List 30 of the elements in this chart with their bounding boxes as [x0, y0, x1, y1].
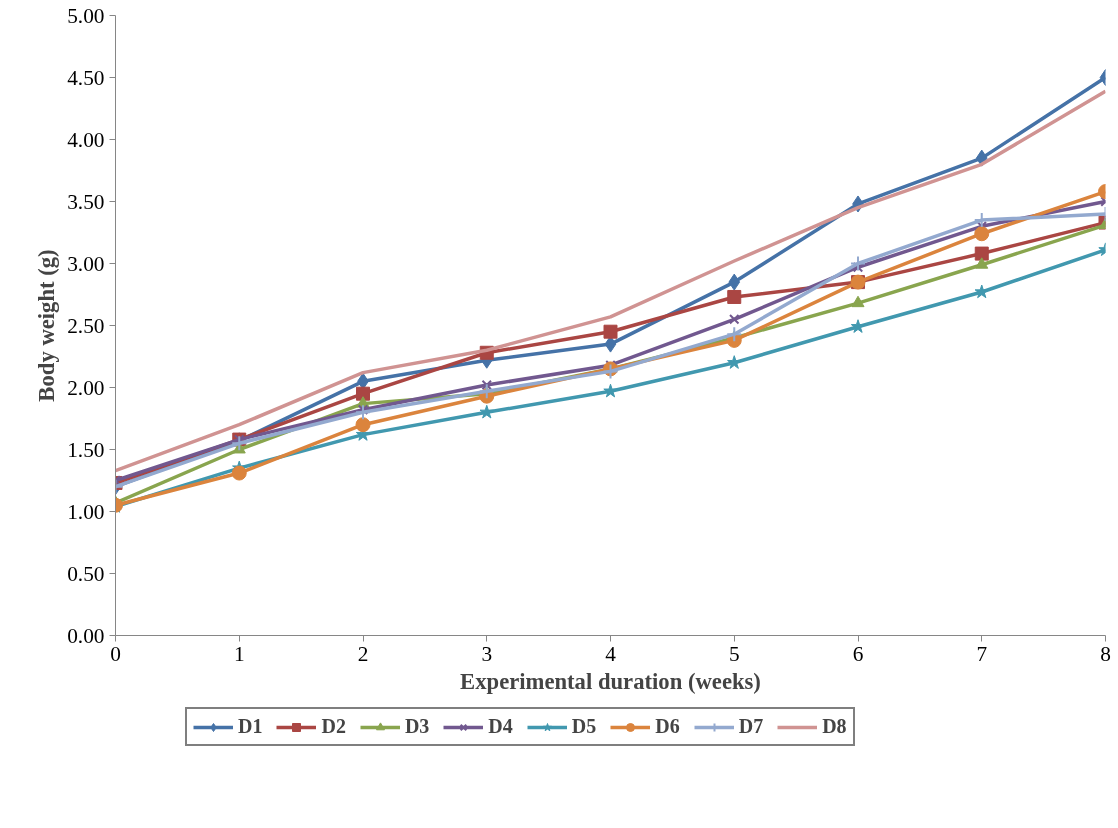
y-tick-label: 2.00	[67, 375, 105, 400]
y-tick-label: 1.50	[67, 437, 105, 462]
x-tick-label: 7	[976, 641, 988, 666]
legend-label: D1	[238, 715, 263, 738]
x-tick-label: 6	[852, 641, 864, 666]
y-tick-label: 4.00	[67, 127, 105, 152]
y-tick-label: 0.50	[67, 561, 105, 586]
x-tick-label: 2	[357, 641, 369, 666]
y-tick-label: 5.00	[67, 3, 105, 28]
legend-label: D7	[738, 715, 764, 738]
x-tick-label: 0	[110, 641, 121, 666]
y-tick-label: 4.50	[67, 65, 105, 90]
y-tick-label: 1.00	[67, 499, 105, 524]
legend-label: D3	[404, 715, 430, 738]
y-tick-label: 2.50	[67, 313, 105, 338]
x-tick-label: 1	[233, 641, 245, 666]
x-tick-label: 3	[481, 641, 493, 666]
x-tick-label: 4	[605, 641, 617, 666]
legend-label: D5	[571, 715, 597, 738]
legend-label: D8	[822, 715, 847, 738]
x-axis-title: Experimental duration (weeks)	[460, 668, 761, 694]
y-tick-label: 3.50	[67, 189, 105, 214]
y-tick-label: 3.00	[67, 251, 105, 276]
legend-label: D4	[488, 715, 513, 738]
x-tick-label: 8	[1100, 641, 1111, 666]
x-tick-label: 5	[728, 641, 740, 666]
legend-label: D2	[321, 715, 346, 738]
y-tick-label: 0.00	[67, 623, 105, 648]
legend-label: D6	[655, 715, 680, 738]
y-axis-title: Body weight (g)	[34, 249, 60, 402]
